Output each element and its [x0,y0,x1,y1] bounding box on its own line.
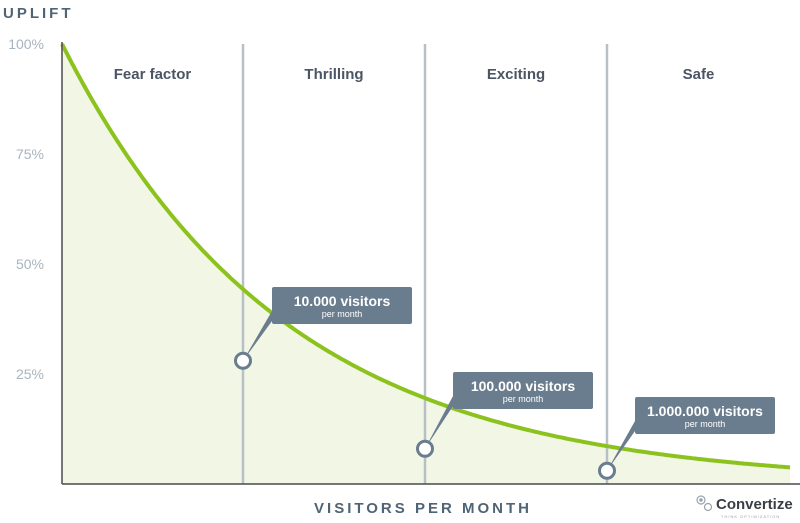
callout-sublabel: per month [503,394,544,404]
callout-sublabel: per month [685,419,726,429]
y-axis-title: UPLIFT [3,5,74,22]
zone-labels: Fear factor Thrilling Exciting Safe [114,66,715,83]
zone-dividers [241,44,609,484]
curve-marker-1 [234,351,252,370]
logo-gears-icon [696,495,713,512]
callout-label: 100.000 visitors [471,378,576,394]
callout-pointer [243,311,272,361]
y-tick-label: 50% [16,256,44,272]
convertize-logo: Convertize THINK OPTIMIZATION [696,495,793,519]
callout-box [635,397,775,434]
y-tick-label: 100% [8,36,44,52]
callout-pointer [607,421,635,471]
x-axis-title: VISITORS PER MONTH [314,500,532,517]
zone-label-2: Thrilling [304,66,363,83]
zone-label-4: Safe [683,66,715,83]
y-tick-label: 75% [16,146,44,162]
logo-tagline: THINK OPTIMIZATION [721,514,780,519]
curve-marker-2 [416,439,434,458]
zone-label-3: Exciting [487,66,545,83]
callout-pointer [425,396,453,449]
curve-marker-3 [598,461,616,480]
zone-label-1: Fear factor [114,66,192,83]
callout-label: 10.000 visitors [294,293,391,309]
curve-markers [234,351,616,480]
uplift-curve [60,43,791,470]
y-tick-label: 25% [16,366,44,382]
callout-label: 1.000.000 visitors [647,403,763,419]
callout-box [453,372,593,409]
callout-box [272,287,412,324]
y-tick-labels: 100% 75% 50% 25% [8,36,44,382]
callout-sublabel: per month [322,309,363,319]
logo-name: Convertize [716,496,793,513]
